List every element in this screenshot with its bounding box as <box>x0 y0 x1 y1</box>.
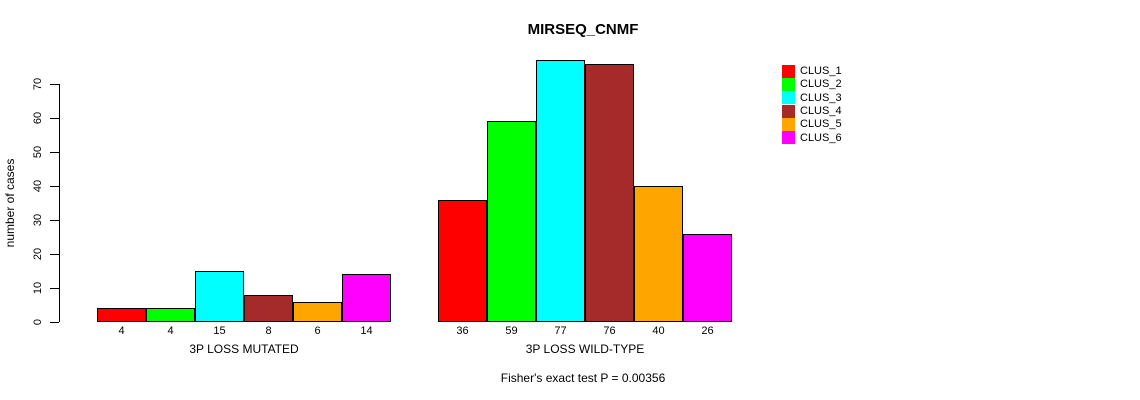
group-label: 3P LOSS WILD-TYPE <box>525 342 645 356</box>
y-tick-label: 60 <box>32 111 44 125</box>
bar <box>195 271 244 322</box>
bar-value-label: 59 <box>505 325 518 337</box>
y-axis-line <box>59 84 60 322</box>
bar-value-label: 14 <box>360 325 373 337</box>
bar <box>146 308 195 322</box>
bar-value-label: 40 <box>652 325 665 337</box>
y-tick <box>50 288 59 289</box>
chart-title: MIRSEQ_CNMF <box>527 21 639 38</box>
legend-swatch <box>782 104 795 118</box>
legend-label: CLUS_2 <box>800 78 842 91</box>
legend-label: CLUS_5 <box>800 118 842 131</box>
legend-swatch <box>782 117 795 131</box>
y-tick-label: 20 <box>32 247 44 261</box>
bar-value-label: 4 <box>118 325 125 337</box>
legend-swatch <box>782 77 795 91</box>
bar <box>342 274 391 322</box>
legend-label: CLUS_3 <box>800 91 842 104</box>
bar <box>634 186 683 322</box>
y-tick <box>50 220 59 221</box>
bar <box>97 308 146 322</box>
y-tick <box>50 322 59 323</box>
bar-value-label: 8 <box>265 325 272 337</box>
y-tick-label: 30 <box>32 213 44 227</box>
y-tick <box>50 84 59 85</box>
bar <box>487 121 536 322</box>
footnote: Fisher's exact test P = 0.00356 <box>500 371 666 385</box>
y-tick-label: 10 <box>32 281 44 295</box>
y-tick-label: 0 <box>32 318 44 326</box>
bar <box>683 234 732 322</box>
bar-value-label: 26 <box>701 325 714 337</box>
legend-label: CLUS_1 <box>800 65 842 77</box>
legend-label: CLUS_6 <box>800 131 842 144</box>
legend-swatch <box>782 91 795 105</box>
legend-swatch <box>782 131 795 145</box>
group-label: 3P LOSS MUTATED <box>189 342 299 356</box>
y-tick <box>50 186 59 187</box>
bar-value-label: 4 <box>167 325 174 337</box>
bar <box>438 200 487 322</box>
bar-value-label: 77 <box>554 325 567 337</box>
bar-value-label: 6 <box>314 325 321 337</box>
bar <box>585 64 634 322</box>
y-tick-label: 50 <box>32 145 44 159</box>
y-tick <box>50 152 59 153</box>
y-axis-label: number of cases <box>3 158 17 248</box>
bar-value-label: 15 <box>213 325 226 337</box>
y-tick <box>50 254 59 255</box>
bar <box>536 60 585 322</box>
y-tick-label: 40 <box>32 179 44 193</box>
bar-value-label: 76 <box>603 325 616 337</box>
y-tick-label: 70 <box>32 77 44 91</box>
bar <box>293 302 342 322</box>
bar <box>244 295 293 322</box>
y-tick <box>50 118 59 119</box>
legend-swatch <box>782 64 795 78</box>
legend-label: CLUS_4 <box>800 105 842 118</box>
bar-value-label: 36 <box>456 325 469 337</box>
